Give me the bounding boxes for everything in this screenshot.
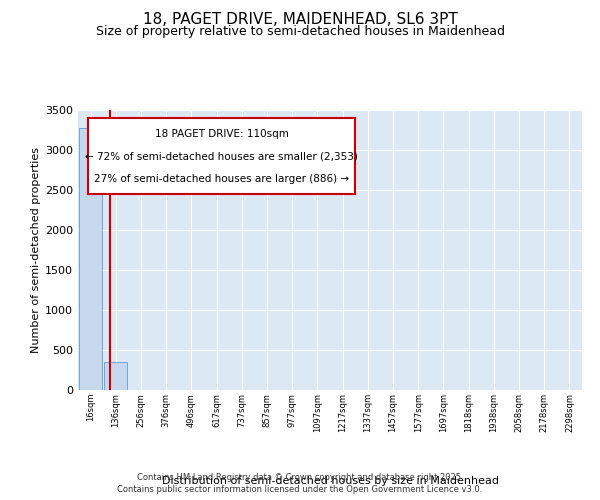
Text: Contains HM Land Registry data © Crown copyright and database right 2025.: Contains HM Land Registry data © Crown c… [137,472,463,482]
Bar [79,128,102,390]
FancyBboxPatch shape [88,118,355,194]
Text: ← 72% of semi-detached houses are smaller (2,353): ← 72% of semi-detached houses are smalle… [85,151,358,161]
Y-axis label: Number of semi-detached properties: Number of semi-detached properties [31,147,41,353]
Text: Size of property relative to semi-detached houses in Maidenhead: Size of property relative to semi-detach… [95,25,505,38]
Text: Contains public sector information licensed under the Open Government Licence v3: Contains public sector information licen… [118,485,482,494]
Text: 27% of semi-detached houses are larger (886) →: 27% of semi-detached houses are larger (… [94,174,349,184]
Text: 18 PAGET DRIVE: 110sqm: 18 PAGET DRIVE: 110sqm [155,128,289,138]
Text: 18, PAGET DRIVE, MAIDENHEAD, SL6 3PT: 18, PAGET DRIVE, MAIDENHEAD, SL6 3PT [143,12,457,28]
X-axis label: Distribution of semi-detached houses by size in Maidenhead: Distribution of semi-detached houses by … [161,476,499,486]
Bar [104,362,127,390]
